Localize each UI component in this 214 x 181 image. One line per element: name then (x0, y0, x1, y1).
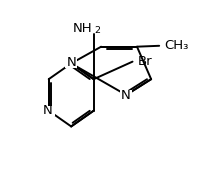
Text: Br: Br (138, 55, 153, 68)
Text: CH₃: CH₃ (165, 39, 189, 52)
FancyBboxPatch shape (65, 58, 77, 68)
Text: N: N (43, 104, 53, 117)
Text: N: N (67, 56, 77, 69)
Text: N: N (120, 89, 130, 102)
FancyBboxPatch shape (120, 90, 132, 100)
FancyBboxPatch shape (42, 106, 55, 116)
Text: NH: NH (73, 22, 93, 35)
Text: 2: 2 (95, 26, 101, 35)
